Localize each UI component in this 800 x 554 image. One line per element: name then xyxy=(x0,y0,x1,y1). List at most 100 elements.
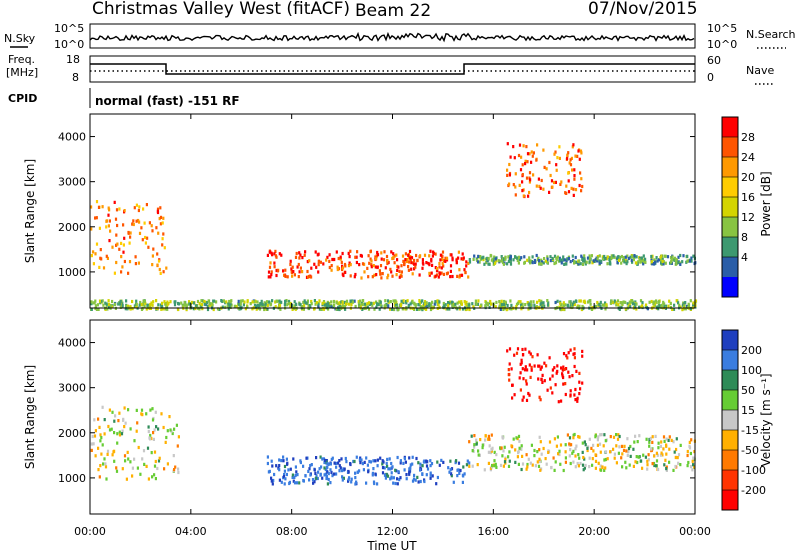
range-cell xyxy=(384,299,387,303)
range-cell xyxy=(200,299,203,303)
range-cell xyxy=(399,461,402,465)
range-cell xyxy=(365,456,368,460)
range-cell xyxy=(506,262,509,266)
range-cell xyxy=(386,276,389,280)
range-cell xyxy=(444,259,447,263)
range-cell xyxy=(594,466,597,470)
nsky-panel xyxy=(89,23,696,49)
range-cell xyxy=(90,227,93,231)
range-cell xyxy=(442,264,445,268)
range-cell xyxy=(297,275,300,279)
range-cell xyxy=(581,381,584,385)
range-cell xyxy=(691,459,694,463)
range-cell xyxy=(299,266,302,270)
range-cell xyxy=(142,302,145,306)
colorbar-swatch xyxy=(722,490,738,511)
range-cell xyxy=(321,301,324,305)
range-cell xyxy=(525,398,529,402)
range-cell xyxy=(558,449,561,453)
range-cell xyxy=(145,203,148,207)
range-cell xyxy=(303,299,306,303)
range-cell xyxy=(90,307,93,311)
range-cell xyxy=(388,457,391,461)
range-cell xyxy=(386,457,389,461)
range-cell xyxy=(560,366,563,370)
range-cell xyxy=(425,261,428,265)
range-cell xyxy=(522,395,525,399)
range-cell xyxy=(137,445,140,450)
range-cell xyxy=(538,184,541,188)
range-cell xyxy=(507,464,511,468)
range-cell xyxy=(308,467,311,471)
range-cell xyxy=(516,347,520,351)
range-cell xyxy=(110,305,114,309)
range-cell xyxy=(636,261,639,265)
nsearch-tick-bottom: 10^0 xyxy=(707,38,737,51)
range-cell xyxy=(413,258,416,263)
range-cell xyxy=(101,205,104,209)
nsearch-label: N.Search xyxy=(746,28,796,41)
range-cell xyxy=(103,457,106,461)
range-cell xyxy=(127,408,130,412)
range-cell xyxy=(411,479,415,483)
range-cell xyxy=(120,270,123,274)
range-cell xyxy=(417,480,420,484)
range-cell xyxy=(628,463,631,467)
range-cell xyxy=(140,303,143,307)
range-cell xyxy=(206,307,210,312)
range-cell xyxy=(191,300,194,304)
range-cell xyxy=(404,258,407,262)
range-cell xyxy=(152,431,155,435)
range-cell xyxy=(399,459,402,463)
range-cell xyxy=(378,302,381,307)
range-cell xyxy=(663,439,666,443)
range-cell xyxy=(609,301,612,305)
range-cell xyxy=(294,255,298,259)
range-cell xyxy=(564,450,567,454)
range-cell xyxy=(686,453,689,458)
range-cell xyxy=(592,449,595,453)
range-cell xyxy=(131,307,134,311)
y-tick-label: 1000 xyxy=(58,266,86,279)
range-cell xyxy=(375,257,378,261)
range-cell xyxy=(544,259,547,263)
range-cell xyxy=(325,465,328,469)
range-cell xyxy=(380,276,383,280)
range-cell xyxy=(624,300,627,304)
range-cell xyxy=(239,302,242,306)
range-cell xyxy=(355,480,358,484)
range-cell xyxy=(555,256,558,260)
range-cell xyxy=(383,250,386,254)
range-cell xyxy=(472,305,475,309)
range-cell xyxy=(679,443,682,447)
range-cell xyxy=(292,479,295,483)
range-cell xyxy=(95,200,99,204)
range-cell xyxy=(673,303,676,307)
range-cell xyxy=(573,364,576,369)
range-cell xyxy=(580,254,583,258)
range-cell xyxy=(283,482,286,486)
range-cell xyxy=(629,255,632,259)
range-cell xyxy=(688,440,691,444)
range-cell xyxy=(358,469,361,473)
range-cell xyxy=(367,470,370,474)
range-cell xyxy=(402,259,405,263)
range-cell xyxy=(287,301,290,306)
range-cell xyxy=(310,302,313,306)
range-cell xyxy=(418,299,421,303)
range-cell xyxy=(227,302,231,306)
range-cell xyxy=(569,461,572,466)
range-cell xyxy=(604,457,607,462)
range-cell xyxy=(558,452,561,457)
range-cell xyxy=(380,257,383,261)
range-cell xyxy=(541,373,544,377)
range-cell xyxy=(450,301,453,305)
range-cell xyxy=(129,231,132,235)
range-cell xyxy=(407,265,410,269)
range-cell xyxy=(188,300,191,304)
range-cell xyxy=(406,299,409,303)
range-cell xyxy=(439,253,442,257)
range-cell xyxy=(315,301,318,305)
range-cell xyxy=(619,301,623,305)
